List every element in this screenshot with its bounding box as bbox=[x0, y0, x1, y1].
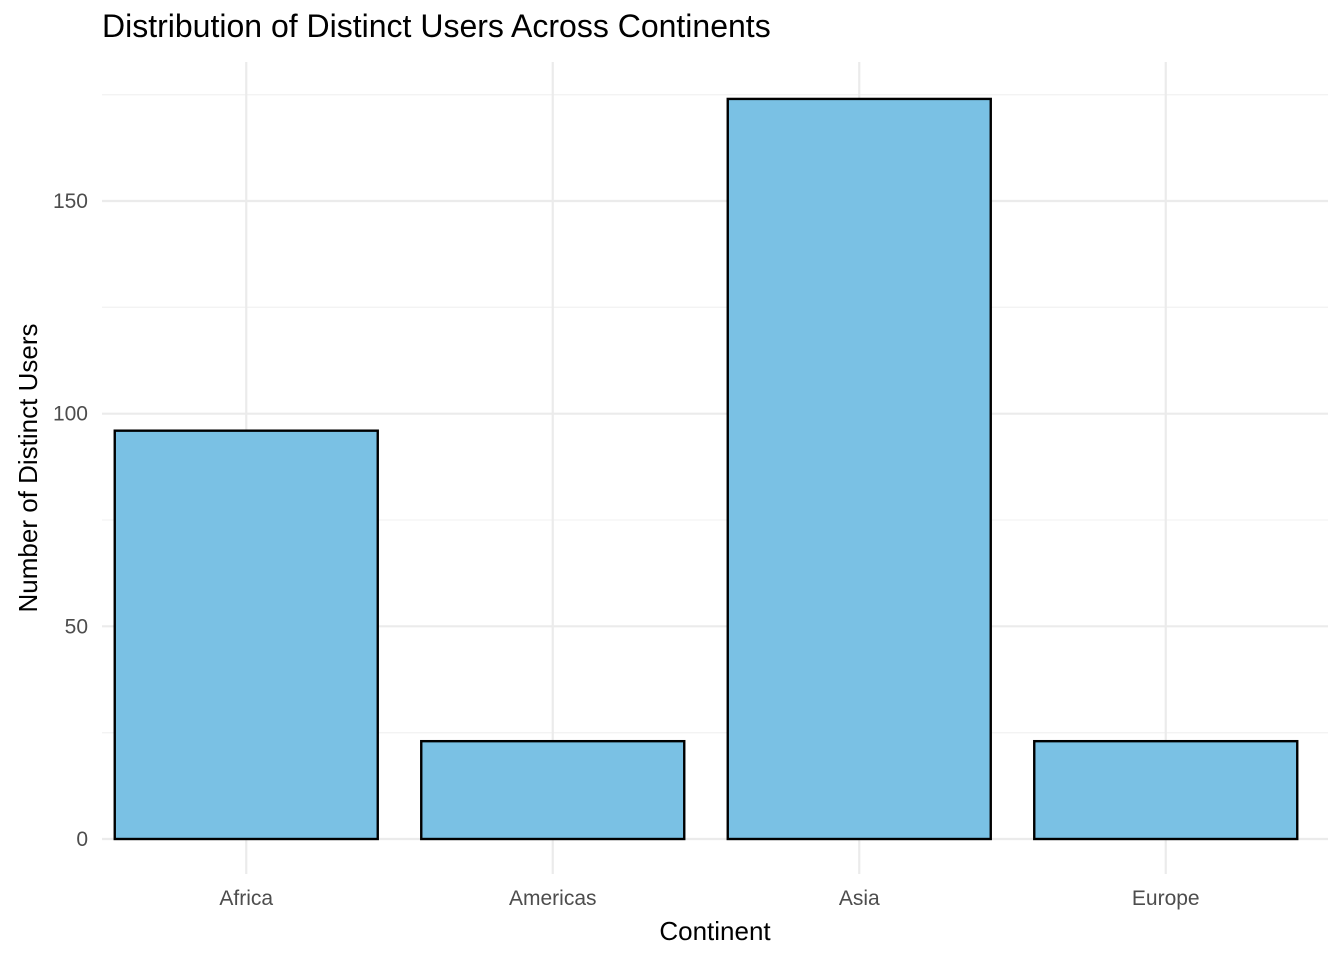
y-tick-label: 100 bbox=[53, 403, 88, 426]
x-tick-label: Europe bbox=[1132, 887, 1200, 910]
bar-africa bbox=[113, 429, 379, 841]
y-tick-label: 0 bbox=[76, 828, 88, 851]
x-tick-label: Africa bbox=[219, 887, 273, 910]
bar-europe bbox=[1033, 739, 1299, 841]
y-tick-labels: 0 50 100 150 bbox=[53, 190, 88, 851]
y-tick-label: 50 bbox=[65, 615, 88, 638]
chart-title: Distribution of Distinct Users Across Co… bbox=[102, 8, 771, 44]
x-tick-label: Americas bbox=[509, 887, 597, 910]
bar-americas bbox=[420, 739, 686, 841]
y-tick-label: 150 bbox=[53, 190, 88, 213]
x-axis-title: Continent bbox=[659, 916, 771, 946]
y-axis-title: Number of Distinct Users bbox=[13, 324, 43, 613]
x-tick-labels: Africa Americas Asia Europe bbox=[219, 887, 1199, 910]
bar-asia bbox=[726, 97, 992, 841]
x-tick-label: Asia bbox=[839, 887, 880, 910]
bars bbox=[113, 97, 1299, 841]
